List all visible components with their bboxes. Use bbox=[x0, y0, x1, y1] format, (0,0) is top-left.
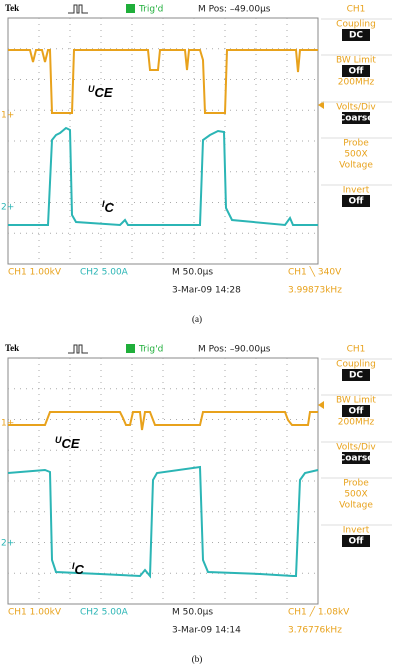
trigger-level: CH1 ╲ 340V bbox=[288, 266, 342, 278]
channel: CH1 bbox=[347, 5, 366, 15]
menu-title: Coupling bbox=[336, 360, 376, 370]
trigger-icon bbox=[126, 4, 135, 13]
menu-note: 200MHz bbox=[338, 78, 375, 88]
acquire-icon bbox=[68, 5, 88, 13]
trigger-level: CH1 ╱ 1.08kV bbox=[288, 606, 350, 618]
menu-value: Off bbox=[349, 197, 365, 207]
menu-value: Coarse bbox=[339, 454, 374, 464]
uce-subscript: CE bbox=[95, 85, 113, 100]
figure: TekTrig'dM Pos: –49.00µsCH11+2+UCEICCoup… bbox=[0, 0, 394, 670]
menu-title: Invert bbox=[343, 186, 370, 196]
ic-subscript: C bbox=[105, 200, 115, 215]
caption: (a) bbox=[192, 314, 202, 324]
timebase: M 50.0µs bbox=[172, 608, 213, 618]
ch1-marker: 1+ bbox=[1, 419, 14, 429]
menu-value: Off bbox=[349, 67, 365, 77]
ch1-scale: CH1 1.00kV bbox=[8, 608, 62, 618]
ch2-scale: CH2 5.00A bbox=[80, 268, 129, 278]
position: M Pos: –90.00µs bbox=[198, 345, 271, 355]
menu-title: Volts/Div bbox=[336, 443, 376, 453]
menu-title: Voltage bbox=[339, 501, 373, 511]
menu-title: Volts/Div bbox=[336, 103, 376, 113]
ch1-scale: CH1 1.00kV bbox=[8, 268, 62, 278]
trigger-icon bbox=[126, 344, 135, 353]
menu-title: BW Limit bbox=[336, 56, 376, 66]
ch1-marker: 1+ bbox=[1, 111, 14, 121]
ic-subscript: C bbox=[75, 562, 85, 577]
timebase: M 50.0µs bbox=[172, 268, 213, 278]
ic-label: IC bbox=[102, 199, 115, 215]
date: 3-Mar-09 14:28 bbox=[172, 286, 241, 296]
menu-title: Probe bbox=[343, 139, 369, 149]
trigger-status: Trig'd bbox=[138, 5, 163, 15]
brand: Tek bbox=[5, 3, 19, 13]
uce-subscript: CE bbox=[62, 436, 80, 451]
caption: (b) bbox=[192, 654, 203, 664]
position: M Pos: –49.00µs bbox=[198, 5, 271, 15]
menu-note: 200MHz bbox=[338, 418, 375, 428]
brand: Tek bbox=[5, 343, 19, 353]
trigger-status: Trig'd bbox=[138, 345, 163, 355]
menu-value: DC bbox=[349, 371, 363, 381]
menu-title: Coupling bbox=[336, 20, 376, 30]
menu-title: 500X bbox=[344, 150, 367, 160]
date: 3-Mar-09 14:14 bbox=[172, 626, 241, 636]
acquire-icon bbox=[68, 345, 88, 353]
frequency: 3.99873kHz bbox=[288, 286, 342, 296]
menu-title: 500X bbox=[344, 490, 367, 500]
ic-label: IC bbox=[72, 561, 85, 577]
menu-value: DC bbox=[349, 31, 363, 41]
level-arrow bbox=[318, 401, 324, 409]
menu-title: BW Limit bbox=[336, 396, 376, 406]
menu-value: Off bbox=[349, 537, 365, 547]
menu-value: Coarse bbox=[339, 114, 374, 124]
menu-title: Invert bbox=[343, 526, 370, 536]
ch2-marker: 2+ bbox=[1, 203, 14, 213]
channel: CH1 bbox=[347, 345, 366, 355]
ch2-scale: CH2 5.00A bbox=[80, 608, 129, 618]
menu-title: Voltage bbox=[339, 161, 373, 171]
menu-value: Off bbox=[349, 407, 365, 417]
ch2-marker: 2+ bbox=[1, 539, 14, 549]
menu-title: Probe bbox=[343, 479, 369, 489]
frequency: 3.76776kHz bbox=[288, 626, 342, 636]
